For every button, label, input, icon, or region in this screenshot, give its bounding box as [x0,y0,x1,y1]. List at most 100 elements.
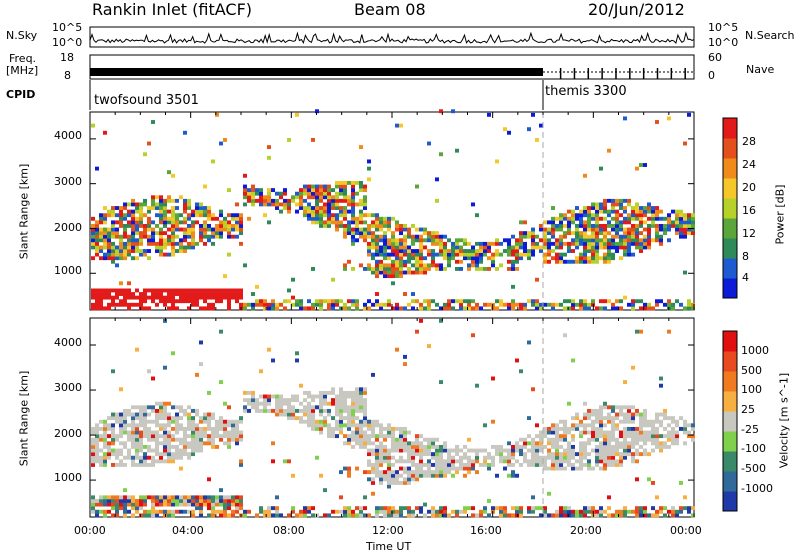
velocity-panel-cell [127,412,131,417]
velocity-panel-cell [215,423,219,428]
velocity-panel-cell [435,437,439,442]
power-panel-cell [555,223,559,228]
power-panel-cell [351,188,355,193]
velocity-panel-cell [403,459,407,464]
power-panel-cell [311,209,315,214]
velocity-panel-cell [155,401,159,406]
power-panel-cell [579,209,583,214]
velocity-panel-cell [519,462,523,467]
velocity-panel-cell [243,398,247,403]
power-panel-cell [519,245,523,250]
velocity-panel-cell [651,480,655,485]
velocity-panel-cell [663,408,667,413]
power-panel-cell [367,213,371,218]
power-panel-cell [187,245,191,250]
velocity-panel-cell [491,376,495,381]
velocity-panel-cell [355,401,359,406]
velocity-panel-cell [371,448,375,453]
velocity-panel-cell [643,408,647,413]
velocity-panel-cell [263,509,267,514]
velocity-panel-cell [515,473,519,478]
velocity-panel-cell [307,405,311,410]
power-panel-cell [423,256,427,261]
velocity-panel-cell [659,448,663,453]
power-panel-cell [303,198,307,203]
velocity-panel-cell [183,408,187,413]
power-panel-cell [543,234,547,239]
velocity-panel-cell [371,466,375,471]
power-panel-cell [127,209,131,214]
velocity-panel-cell [391,448,395,453]
power-panel-cell [119,256,123,261]
power-panel-cell [287,299,291,304]
velocity-panel-cell [575,509,579,514]
velocity-panel-cell [591,419,595,424]
power-panel-cell [207,302,211,307]
velocity-panel-cell [591,437,595,442]
velocity-panel-cell [359,434,363,439]
velocity-panel-cell [223,426,227,431]
velocity-panel-cell [583,416,587,421]
velocity-panel-cell [347,470,351,475]
power-panel-cell [487,241,491,246]
velocity-panel-cell [403,354,407,359]
power-panel-cell [151,120,155,124]
power-panel-cell [615,249,619,253]
velocity-panel-cell [363,387,367,392]
power-panel-cell [187,231,191,236]
velocity-panel-cell [591,426,595,431]
power-panel-cell [651,213,655,218]
power-panel-cell [235,295,239,300]
power-panel-cell [523,302,527,307]
power-panel-cell [127,292,131,296]
velocity-panel-cell [243,390,247,395]
power-panel-cell [171,238,175,243]
velocity-panel-cell [587,462,591,467]
power-panel-cell [587,241,591,246]
velocity-panel-cell [343,466,347,471]
velocity-panel-cell [207,426,211,431]
power-panel-cell [607,231,611,236]
power-panel-cell [215,234,219,239]
velocity-panel-cell [679,426,683,431]
velocity-panel-cell [671,430,675,435]
velocity-panel-cell [363,408,367,413]
velocity-panel-cell [427,441,431,446]
power-panel-cell [299,198,303,203]
power-panel-cell [447,302,451,307]
power-panel-cell [191,302,195,307]
velocity-panel-cell [399,455,403,460]
velocity-panel-cell [427,459,431,464]
power-panel-cell [543,241,547,246]
power-panel-cell [227,223,231,228]
velocity-panel-cell [675,430,679,435]
velocity-panel-cell [399,506,403,511]
velocity-panel-cell [239,495,243,500]
velocity-panel-cell [339,401,343,406]
power-panel-cell [367,159,371,164]
power-panel-cell [143,288,147,293]
velocity-panel-cell [119,426,123,431]
velocity-panel-cell [559,506,563,511]
power-panel-cell [267,155,271,160]
velocity-panel-cell [643,441,647,446]
power-panel-cell [395,123,399,128]
velocity-panel-cell [679,416,683,421]
velocity-panel-cell [359,419,363,424]
power-panel-cell [375,216,379,221]
velocity-panel-cell [487,513,491,518]
power-panel-cell [579,238,583,243]
power-panel-cell [483,249,487,253]
power-panel-cell [175,241,179,246]
power-panel-cell [143,249,147,253]
power-panel-cell [339,213,343,218]
power-panel-cell [419,238,423,243]
velocity-panel-cell [139,459,143,464]
velocity-panel-cell [447,448,451,453]
velocity-panel-cell [543,506,547,511]
power-panel-cell [163,216,167,221]
power-panel-cell [151,299,155,304]
power-colorbar-segment [723,258,737,279]
power-panel-cell [219,299,223,304]
velocity-panel-cell [143,455,147,460]
